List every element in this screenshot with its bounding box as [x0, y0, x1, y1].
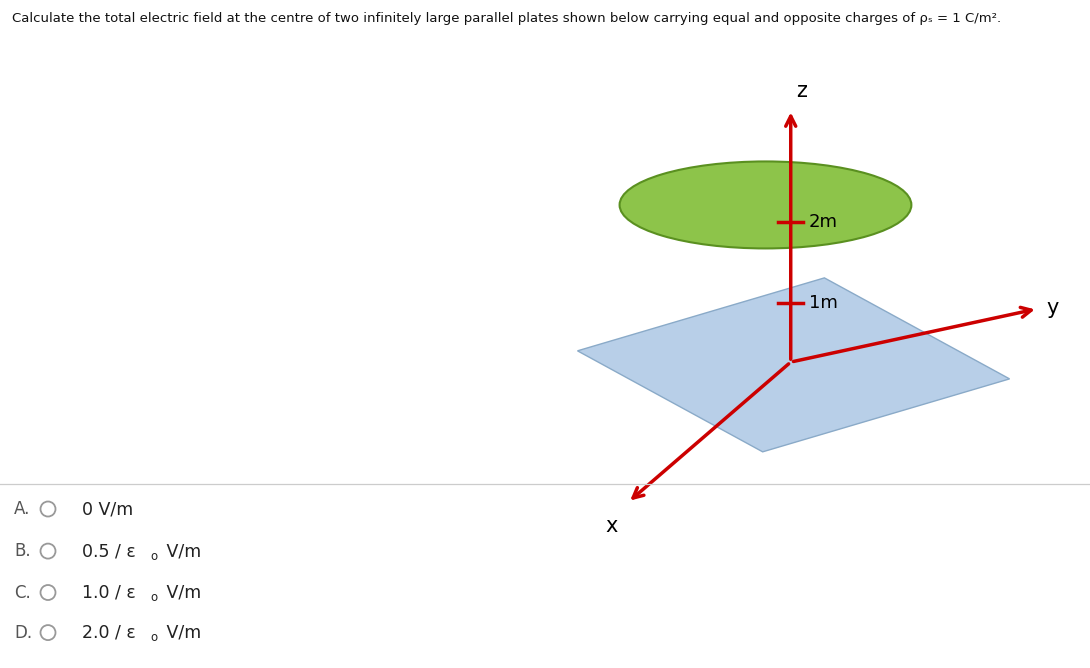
Text: 2.0 / ε: 2.0 / ε — [82, 624, 136, 641]
Ellipse shape — [619, 162, 911, 248]
Text: A.: A. — [14, 500, 31, 518]
Text: 1.0 / ε: 1.0 / ε — [82, 584, 136, 601]
Text: o: o — [150, 631, 157, 644]
Polygon shape — [578, 278, 1009, 452]
Text: B.: B. — [14, 542, 31, 560]
Text: o: o — [150, 550, 157, 562]
Text: 0.5 / ε: 0.5 / ε — [82, 542, 136, 560]
Text: z: z — [797, 81, 808, 101]
Text: Calculate the total electric field at the centre of two infinitely large paralle: Calculate the total electric field at th… — [12, 12, 1001, 25]
Text: V/m: V/m — [161, 624, 202, 641]
Text: D.: D. — [14, 624, 32, 641]
Text: V/m: V/m — [161, 542, 202, 560]
Text: 2m: 2m — [809, 213, 838, 230]
Text: V/m: V/m — [161, 584, 202, 601]
Text: y: y — [1046, 298, 1058, 317]
Text: C.: C. — [14, 584, 31, 601]
Text: 0 V/m: 0 V/m — [82, 500, 133, 518]
Text: 1m: 1m — [809, 294, 837, 312]
Text: o: o — [150, 591, 157, 604]
Text: x: x — [605, 516, 617, 536]
